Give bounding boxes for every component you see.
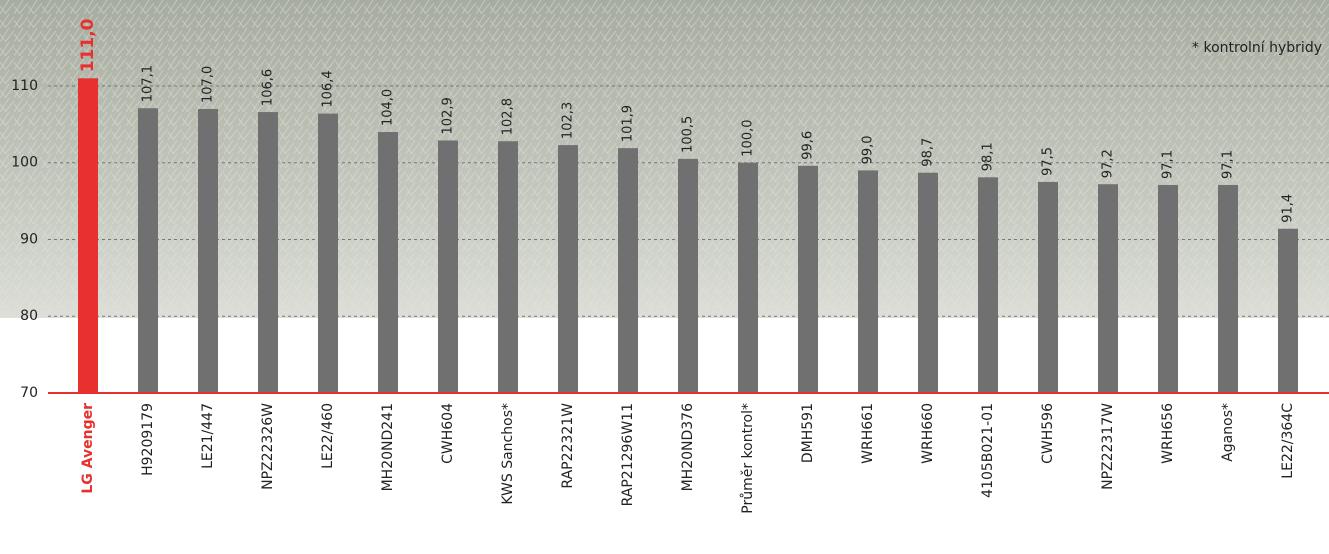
x-tick-label: MH20ND241 (380, 403, 396, 491)
value-label: 107,0 (201, 66, 216, 103)
bar (378, 132, 398, 393)
value-label: 100,5 (681, 116, 696, 153)
y-tick-label: 110 (11, 78, 38, 94)
bar (618, 148, 638, 393)
bar (978, 177, 998, 393)
annotation: * kontrolní hybridy (1192, 40, 1322, 56)
value-label: 107,1 (141, 65, 156, 102)
value-label: 98,1 (981, 142, 996, 171)
value-label: 102,8 (501, 98, 516, 135)
x-tick-label: Průměr kontrol* (740, 403, 756, 514)
y-tick-label: 100 (11, 155, 38, 171)
bar (1218, 184, 1238, 393)
value-label: 98,7 (921, 138, 936, 167)
x-tick-label: RAP22321W (560, 403, 576, 489)
value-label: 97,1 (1221, 150, 1236, 179)
bar (198, 108, 218, 393)
bar (438, 140, 458, 393)
x-tick-label: NPZ22317W (1100, 403, 1116, 490)
bar (1098, 184, 1118, 393)
bar (738, 162, 758, 393)
bar (1158, 184, 1178, 393)
value-label: 97,2 (1101, 149, 1116, 178)
value-label: 101,9 (621, 105, 636, 142)
bar (858, 170, 878, 393)
y-tick-label: 70 (20, 385, 38, 401)
value-label: 102,9 (441, 97, 456, 134)
x-tick-label: WRH660 (920, 403, 936, 464)
bar (78, 78, 98, 393)
x-tick-label: H9209179 (140, 403, 156, 476)
bar (798, 165, 818, 393)
y-tick-label: 90 (20, 231, 38, 247)
value-label: 100,0 (741, 120, 756, 157)
x-tick-label: LG Avenger (80, 403, 96, 494)
x-tick-label: WRH656 (1160, 403, 1176, 464)
value-label: 102,3 (561, 102, 576, 139)
y-tick-label: 80 (20, 308, 38, 324)
bar (678, 158, 698, 393)
x-tick-label: 4105B021-01 (980, 403, 996, 498)
value-label: 97,1 (1161, 150, 1176, 179)
value-label: 97,5 (1041, 147, 1056, 176)
x-tick-label: CWH596 (1040, 403, 1056, 464)
x-tick-label: NPZ22326W (260, 403, 276, 490)
value-label: 91,4 (1281, 194, 1296, 223)
value-label: 99,0 (861, 135, 876, 164)
x-tick-label: CWH604 (440, 403, 456, 464)
x-tick-label: Aganos* (1220, 403, 1236, 462)
x-tick-label: LE21/447 (200, 403, 216, 469)
x-tick-label: LE22/364C (1280, 403, 1296, 479)
value-label: 106,4 (321, 70, 336, 107)
bar (318, 113, 338, 393)
bar (498, 141, 518, 393)
x-tick-label: RAP21296W11 (620, 403, 636, 506)
bar (258, 112, 278, 393)
x-tick-label: LE22/460 (320, 403, 336, 469)
value-label: 106,6 (261, 69, 276, 106)
x-tick-label: DMH591 (800, 403, 816, 463)
value-label: 104,0 (381, 89, 396, 126)
bar (1278, 228, 1298, 393)
bar (558, 145, 578, 393)
bar (1038, 181, 1058, 393)
x-tick-label: WRH661 (860, 403, 876, 464)
bar (918, 172, 938, 393)
bar (138, 108, 158, 393)
value-label: 111,0 (78, 18, 98, 72)
value-label: 99,6 (801, 131, 816, 160)
x-tick-label: MH20ND376 (680, 403, 696, 491)
x-tick-label: KWS Sanchos* (500, 403, 516, 505)
